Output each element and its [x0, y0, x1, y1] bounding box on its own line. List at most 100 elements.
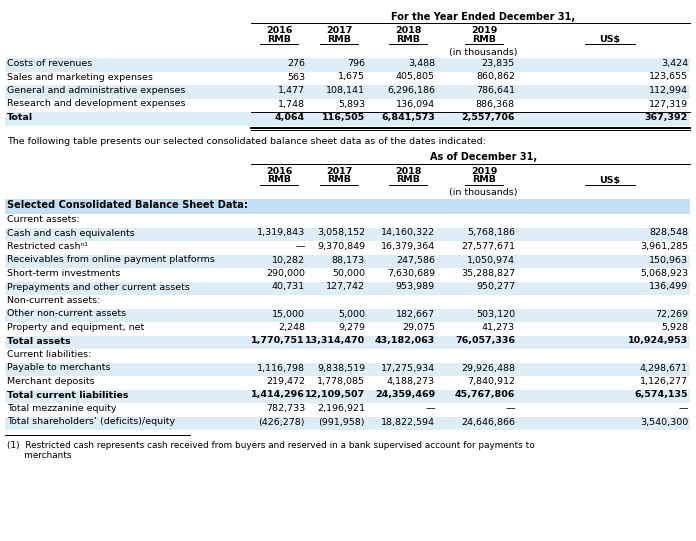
Text: For the Year Ended December 31,: For the Year Ended December 31, [391, 12, 576, 22]
Text: 41,273: 41,273 [482, 323, 515, 332]
Text: RMB: RMB [396, 35, 420, 44]
Text: (in thousands): (in thousands) [449, 188, 518, 197]
Text: 7,840,912: 7,840,912 [467, 377, 515, 386]
Text: 4,188,273: 4,188,273 [387, 377, 435, 386]
Text: RMB: RMB [267, 35, 291, 44]
Text: Research and development expenses: Research and development expenses [7, 100, 186, 109]
Text: 127,319: 127,319 [649, 100, 688, 109]
Text: merchants: merchants [7, 451, 72, 460]
Text: 2019: 2019 [470, 26, 497, 35]
Bar [5, 199, 690, 214]
Text: 4,298,671: 4,298,671 [640, 364, 688, 373]
Text: 2,248: 2,248 [278, 323, 305, 332]
Text: 782,733: 782,733 [266, 404, 305, 413]
Text: 18,822,594: 18,822,594 [381, 418, 435, 426]
Text: 563: 563 [287, 72, 305, 82]
Text: Total: Total [7, 113, 33, 122]
Text: 290,000: 290,000 [266, 269, 305, 278]
Text: 45,767,806: 45,767,806 [454, 391, 515, 399]
Text: 14,160,322: 14,160,322 [381, 228, 435, 237]
Text: 6,574,135: 6,574,135 [635, 391, 688, 399]
Text: 886,368: 886,368 [476, 100, 515, 109]
Text: Sales and marketing expenses: Sales and marketing expenses [7, 72, 153, 82]
Text: Short-term investments: Short-term investments [7, 269, 120, 278]
Text: 2019: 2019 [470, 167, 497, 175]
Text: 5,928: 5,928 [661, 323, 688, 332]
Text: 2017: 2017 [326, 167, 352, 175]
Text: 3,961,285: 3,961,285 [640, 242, 688, 251]
Text: 136,499: 136,499 [649, 282, 688, 292]
Text: Total shareholders’ (deficits)/equity: Total shareholders’ (deficits)/equity [7, 418, 175, 426]
Text: Current liabilities:: Current liabilities: [7, 350, 91, 359]
Text: (in thousands): (in thousands) [449, 48, 518, 57]
Bar [5, 335, 690, 349]
Text: 88,173: 88,173 [332, 255, 365, 265]
Text: 17,275,934: 17,275,934 [381, 364, 435, 373]
Text: 3,424: 3,424 [661, 59, 688, 68]
Text: US$: US$ [599, 175, 621, 184]
Text: 35,288,827: 35,288,827 [461, 269, 515, 278]
Bar [5, 58, 690, 71]
Text: 1,414,296: 1,414,296 [251, 391, 305, 399]
Bar [5, 112, 690, 126]
Text: 29,075: 29,075 [402, 323, 435, 332]
Text: 112,994: 112,994 [649, 86, 688, 95]
Text: Total current liabilities: Total current liabilities [7, 391, 129, 399]
Text: Merchant deposits: Merchant deposits [7, 377, 95, 386]
Bar [5, 228, 690, 241]
Text: 219,472: 219,472 [266, 377, 305, 386]
Text: Total assets: Total assets [7, 337, 70, 346]
Text: 150,963: 150,963 [649, 255, 688, 265]
Text: 2018: 2018 [395, 167, 421, 175]
Text: 40,731: 40,731 [272, 282, 305, 292]
Text: RMB: RMB [396, 175, 420, 184]
Text: —: — [505, 404, 515, 413]
Text: 2017: 2017 [326, 26, 352, 35]
Text: Payable to merchants: Payable to merchants [7, 364, 111, 373]
Text: RMB: RMB [327, 35, 351, 44]
Text: 405,805: 405,805 [396, 72, 435, 82]
Text: 10,924,953: 10,924,953 [628, 337, 688, 346]
Text: 27,577,671: 27,577,671 [461, 242, 515, 251]
Text: 16,379,364: 16,379,364 [381, 242, 435, 251]
Text: Costs of revenues: Costs of revenues [7, 59, 93, 68]
Text: 860,862: 860,862 [476, 72, 515, 82]
Text: 10,282: 10,282 [272, 255, 305, 265]
Text: 50,000: 50,000 [332, 269, 365, 278]
Text: 1,116,798: 1,116,798 [257, 364, 305, 373]
Text: 1,778,085: 1,778,085 [317, 377, 365, 386]
Text: 2,557,706: 2,557,706 [461, 113, 515, 122]
Bar [5, 308, 690, 322]
Text: 12,109,507: 12,109,507 [305, 391, 365, 399]
Bar [5, 85, 690, 98]
Text: 1,050,974: 1,050,974 [467, 255, 515, 265]
Text: 123,655: 123,655 [649, 72, 688, 82]
Text: RMB: RMB [472, 35, 496, 44]
Text: 2016: 2016 [266, 167, 292, 175]
Text: 1,477: 1,477 [278, 86, 305, 95]
Text: 15,000: 15,000 [272, 309, 305, 319]
Text: —: — [425, 404, 435, 413]
Text: 953,989: 953,989 [396, 282, 435, 292]
Text: 367,392: 367,392 [644, 113, 688, 122]
Text: Other non-current assets: Other non-current assets [7, 309, 126, 319]
Text: 108,141: 108,141 [326, 86, 365, 95]
Text: Current assets:: Current assets: [7, 215, 79, 224]
Text: 13,314,470: 13,314,470 [305, 337, 365, 346]
Text: 1,675: 1,675 [338, 72, 365, 82]
Text: Restricted cashⁿ¹: Restricted cashⁿ¹ [7, 242, 88, 251]
Text: 3,488: 3,488 [408, 59, 435, 68]
Text: 2,196,921: 2,196,921 [317, 404, 365, 413]
Text: 76,057,336: 76,057,336 [455, 337, 515, 346]
Text: 5,893: 5,893 [338, 100, 365, 109]
Text: 24,359,469: 24,359,469 [374, 391, 435, 399]
Text: —: — [679, 404, 688, 413]
Text: 1,770,751: 1,770,751 [251, 337, 305, 346]
Text: (1)  Restricted cash represents cash received from buyers and reserved in a bank: (1) Restricted cash represents cash rece… [7, 441, 535, 450]
Text: —: — [296, 242, 305, 251]
Text: 6,841,573: 6,841,573 [381, 113, 435, 122]
Text: 9,838,519: 9,838,519 [317, 364, 365, 373]
Text: 503,120: 503,120 [476, 309, 515, 319]
Text: 796: 796 [347, 59, 365, 68]
Text: 9,279: 9,279 [338, 323, 365, 332]
